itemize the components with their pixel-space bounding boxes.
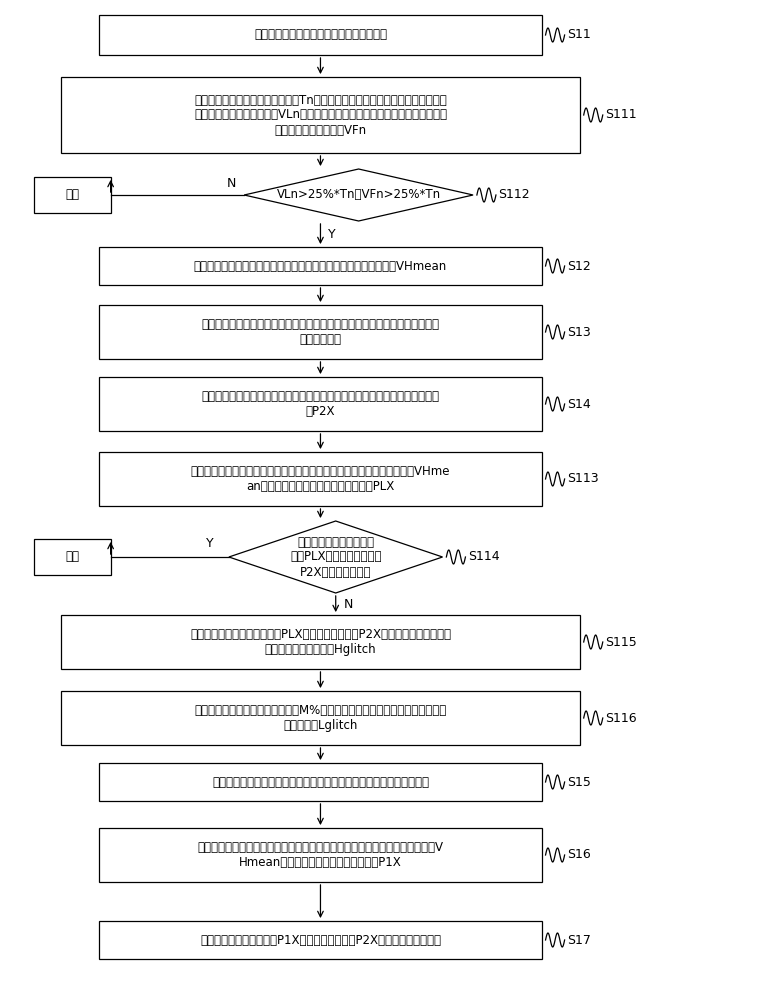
Text: 结束: 结束	[66, 188, 79, 202]
Text: 得到所有所述采样数据的采样点数Tn；从所述采样数据找到位于一低电平范围内
的采样点数，记为第一点数VLn；从所述采样数据找到位于一高电平范围内的采
样点数，记为: 得到所有所述采样数据的采样点数Tn；从所述采样数据找到位于一低电平范围内 的采样…	[194, 94, 447, 136]
Text: 根据所述示波器的采样数据，得到一个采样周期中的高电平平均值VHmean: 根据所述示波器的采样数据，得到一个采样周期中的高电平平均值VHmean	[194, 259, 447, 272]
FancyBboxPatch shape	[99, 452, 542, 506]
Text: 根据所述建立时间起始点P1X和建立时间结束点P2X，得到所述建立时间: 根据所述建立时间起始点P1X和建立时间结束点P2X，得到所述建立时间	[200, 934, 441, 946]
FancyBboxPatch shape	[99, 247, 542, 285]
FancyBboxPatch shape	[99, 305, 542, 359]
Text: 扫描所述高电平平均值起始点PLX和建立时间结束点P2X之间大于第一范围的采
样点，记录到第一数组Hglitch: 扫描所述高电平平均值起始点PLX和建立时间结束点P2X之间大于第一范围的采 样点…	[190, 628, 451, 656]
Text: 结束: 结束	[66, 550, 79, 564]
Text: VLn>25%*Tn且VFn>25%*Tn: VLn>25%*Tn且VFn>25%*Tn	[276, 188, 441, 202]
Text: 判断所述高电平平均值起
始点PLX和建立时间结束点
P2X的时间是否相同: 判断所述高电平平均值起 始点PLX和建立时间结束点 P2X的时间是否相同	[290, 536, 382, 578]
Text: S15: S15	[567, 776, 591, 788]
Text: S116: S116	[605, 712, 636, 724]
FancyBboxPatch shape	[34, 539, 111, 575]
Text: S17: S17	[567, 934, 591, 946]
FancyBboxPatch shape	[34, 177, 111, 213]
Text: S114: S114	[468, 550, 499, 564]
Text: S113: S113	[567, 473, 598, 486]
Text: S115: S115	[605, 636, 637, 648]
Text: 一示波器对一数模转换器的电信号进行采样: 一示波器对一数模转换器的电信号进行采样	[254, 28, 387, 41]
Text: S111: S111	[605, 108, 636, 121]
FancyBboxPatch shape	[99, 377, 542, 431]
Polygon shape	[229, 521, 443, 593]
Text: S14: S14	[567, 397, 591, 410]
Text: S13: S13	[567, 326, 591, 338]
FancyBboxPatch shape	[99, 15, 542, 55]
Text: 扫描所述采样周期的起始采样点到M%采样点之间大于第二范围的采样点，记录
到第二数组Lglitch: 扫描所述采样周期的起始采样点到M%采样点之间大于第二范围的采样点，记录 到第二数…	[195, 704, 446, 732]
Text: S12: S12	[567, 259, 591, 272]
FancyBboxPatch shape	[61, 77, 580, 153]
FancyBboxPatch shape	[99, 763, 542, 801]
Text: S112: S112	[498, 188, 530, 202]
Text: S11: S11	[567, 28, 591, 41]
Text: N: N	[343, 597, 353, 610]
Text: N: N	[227, 177, 237, 190]
Text: 在所述采样数据中找到所述采样周期中第一个电压值为所述高电平平均值VHme
an的采样点，记为高电平平均值起始点PLX: 在所述采样数据中找到所述采样周期中第一个电压值为所述高电平平均值VHme an的…	[191, 465, 450, 493]
Text: S16: S16	[567, 848, 591, 861]
Text: 根据建立时间的精度要求以及所述高电平平均值，得到一电压震荡结束后的高
电平稳定区间: 根据建立时间的精度要求以及所述高电平平均值，得到一电压震荡结束后的高 电平稳定区…	[201, 318, 439, 346]
Text: 在所述采样数据中找到所述高电平稳定区间的起始采样点，记为建立时间结束
点P2X: 在所述采样数据中找到所述高电平稳定区间的起始采样点，记为建立时间结束 点P2X	[201, 390, 439, 418]
Text: Y: Y	[328, 228, 336, 240]
Text: Y: Y	[206, 537, 214, 550]
Text: 在所述采样数据中找到所述最大上升区间结束后第一个电压值为高电平平均值V
Hmean的采样点，记为建立时间起始点P1X: 在所述采样数据中找到所述最大上升区间结束后第一个电压值为高电平平均值V Hmea…	[198, 841, 443, 869]
FancyBboxPatch shape	[99, 828, 542, 882]
Text: 在所述采样数据中查找最长的电压值连续上升区间，记为最大上升区间: 在所述采样数据中查找最长的电压值连续上升区间，记为最大上升区间	[212, 776, 429, 788]
FancyBboxPatch shape	[61, 615, 580, 669]
Polygon shape	[244, 169, 473, 221]
FancyBboxPatch shape	[61, 691, 580, 745]
FancyBboxPatch shape	[99, 921, 542, 959]
